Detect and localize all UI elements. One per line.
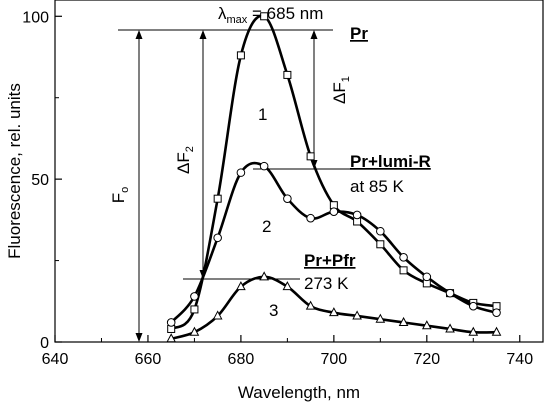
data-point-triangle: [421, 320, 432, 330]
x-tick-label: 660: [135, 351, 162, 368]
pr-pfr-label: Pr+Pfr: [304, 251, 356, 270]
axis-ticks: [54, 15, 521, 343]
data-point-circle: [492, 308, 501, 317]
y-tick-label: 0: [40, 335, 49, 352]
data-point-circle: [468, 301, 478, 311]
273k-label: 273 K: [304, 274, 349, 293]
series-line-1: [169, 14, 498, 331]
axis-tick-labels: 640 660 680 700 720 740 0 50 100: [22, 9, 533, 368]
data-point-triangle: [236, 281, 246, 291]
x-tick-label: 720: [413, 351, 440, 368]
x-tick-label: 680: [228, 351, 255, 368]
at-85k-label: at 85 K: [350, 177, 405, 196]
data-point-triangle: [445, 323, 455, 333]
data-point-triangle: [468, 326, 479, 336]
series-1: [167, 12, 501, 333]
x-axis-title: Wavelength, nm: [238, 383, 360, 402]
data-point-triangle: [305, 300, 316, 310]
df2-label: ΔF2: [174, 146, 196, 174]
data-point-square: [213, 194, 222, 203]
series-3: [166, 271, 502, 343]
df2-arrow-head-top: [199, 30, 207, 39]
data-point-triangle: [189, 326, 200, 336]
data-point-circle: [445, 288, 455, 298]
lambda-max-label: λmax = 685 nm: [218, 4, 323, 26]
data-point-circle: [306, 213, 315, 223]
data-point-triangle: [398, 316, 409, 326]
pr-label: Pr: [350, 24, 368, 43]
data-point-square: [376, 240, 385, 249]
data-point-circle: [329, 207, 339, 217]
data-point-triangle: [491, 326, 502, 336]
data-point-circle: [283, 194, 292, 203]
x-tick-label: 740: [506, 351, 533, 368]
series-layer: [166, 12, 502, 343]
data-point-triangle: [212, 310, 223, 320]
data-point-triangle: [282, 281, 293, 291]
data-point-square: [260, 12, 269, 21]
data-point-circle: [259, 161, 269, 171]
curve-label-3: 3: [269, 301, 278, 320]
data-point-square: [283, 70, 292, 79]
data-point-triangle: [259, 271, 269, 281]
df1-arrow-head-top: [310, 30, 318, 39]
df1-label: ΔF1: [330, 76, 352, 104]
f0-label: Fo: [109, 187, 131, 204]
data-point-square: [306, 152, 315, 161]
data-point-circle: [213, 233, 222, 243]
y-tick-label: 100: [22, 9, 49, 26]
x-tick-label: 640: [42, 351, 69, 368]
series-2: [166, 161, 501, 327]
data-point-triangle: [352, 310, 362, 320]
data-point-square: [190, 305, 199, 314]
data-point-triangle: [166, 333, 177, 343]
data-point-circle: [399, 253, 408, 262]
data-point-circle: [166, 318, 176, 327]
curve-label-2: 2: [262, 217, 271, 236]
data-point-circle: [190, 292, 199, 301]
data-point-square: [399, 266, 408, 275]
f0-arrow-head-bottom: [135, 333, 143, 342]
data-point-triangle: [375, 313, 386, 323]
pr-lumi-label: Pr+lumi-R: [350, 152, 431, 171]
y-axis-title: Fluorescence, rel. units: [5, 83, 24, 259]
data-point-triangle: [329, 307, 339, 317]
curve-label-1: 1: [258, 105, 267, 124]
data-point-square: [236, 51, 245, 60]
x-tick-label: 700: [321, 351, 348, 368]
data-point-circle: [236, 168, 246, 177]
f0-arrow-head-top: [135, 30, 143, 39]
data-point-circle: [376, 226, 385, 236]
plot-frame: [54, 0, 544, 343]
data-point-circle: [352, 210, 362, 220]
data-point-circle: [422, 272, 432, 282]
y-tick-label: 50: [31, 172, 49, 189]
